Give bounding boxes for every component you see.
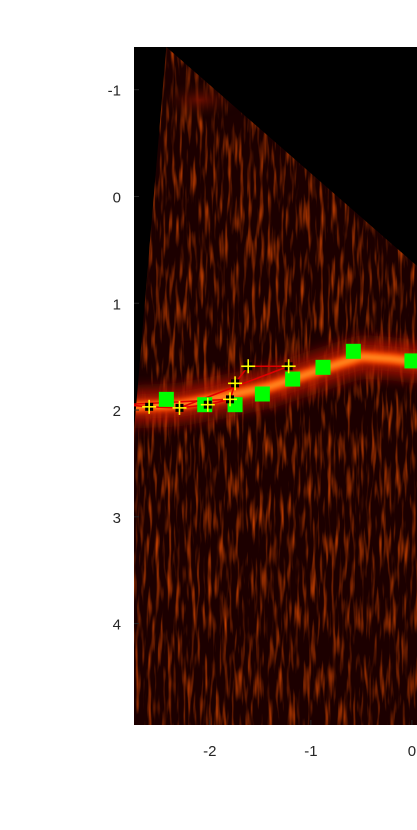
green-square-marker-5 bbox=[315, 359, 331, 375]
y-tick-label: 4 bbox=[113, 617, 121, 634]
green-square-marker-7 bbox=[404, 353, 417, 369]
plus-marker-7 bbox=[281, 359, 296, 374]
plot-area bbox=[134, 47, 417, 725]
plus-marker-4 bbox=[223, 392, 238, 407]
green-square-marker-0 bbox=[158, 391, 174, 407]
plus-marker-1 bbox=[142, 399, 157, 414]
plus-marker-3 bbox=[200, 397, 215, 412]
x-axis: -2 -1 0 bbox=[203, 720, 416, 760]
plus-marker-2 bbox=[172, 400, 187, 415]
green-square-marker-4 bbox=[285, 371, 301, 387]
plus-marker-5 bbox=[228, 376, 243, 391]
y-tick-label: 3 bbox=[113, 510, 121, 527]
y-axis: -1 0 1 2 3 4 bbox=[108, 83, 139, 634]
green-square-marker-6 bbox=[345, 343, 361, 359]
y-tick-label: 0 bbox=[113, 189, 121, 206]
plus-marker-6 bbox=[241, 359, 256, 374]
y-tick-label: 1 bbox=[113, 296, 121, 313]
markers bbox=[134, 343, 417, 415]
x-tick-label: -2 bbox=[203, 743, 216, 760]
x-tick-label: -1 bbox=[304, 743, 317, 760]
y-tick-label: -1 bbox=[108, 83, 121, 100]
green-square-marker-3 bbox=[254, 386, 270, 402]
x-tick-label: 0 bbox=[408, 743, 416, 760]
y-tick-label: 2 bbox=[113, 403, 121, 420]
